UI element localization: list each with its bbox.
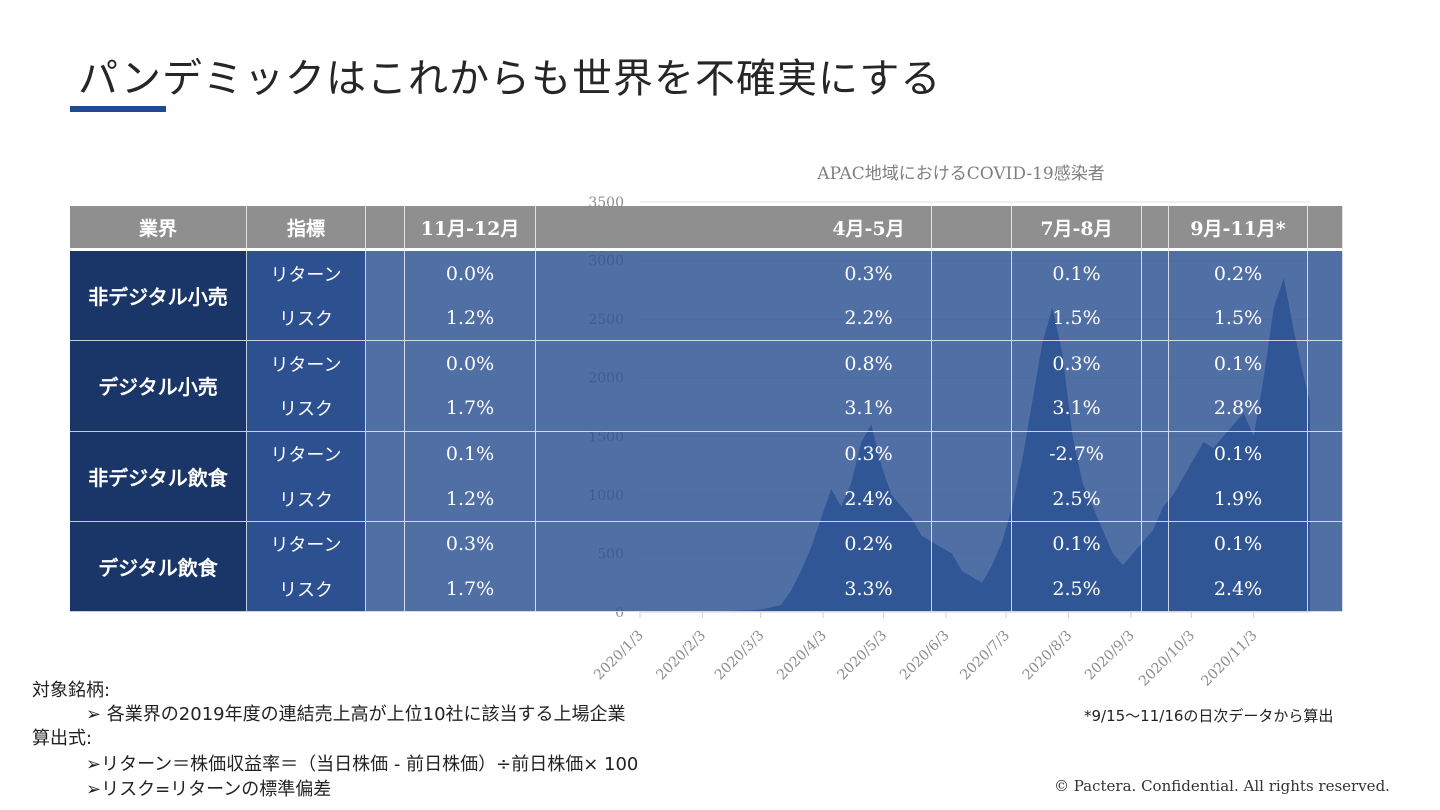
- x-tick-label: 2020/6/3: [897, 628, 953, 684]
- value-cell: 1.5%: [1169, 296, 1308, 342]
- value-cell: 1.2%: [405, 476, 536, 522]
- value-cell: 0.1%: [1169, 521, 1308, 567]
- target-item: ➢ 各業界の2019年度の連結売上高が上位10社に該当する上場企業: [86, 704, 626, 725]
- header-blank: [932, 206, 1012, 251]
- value-cell: 0.1%: [1169, 341, 1308, 387]
- header-metric: 指標: [247, 206, 366, 251]
- formula-risk: ➢リスク=リターンの標準偏差: [86, 779, 332, 800]
- metric-cell: リスク: [247, 296, 366, 342]
- metric-cell: リターン: [247, 521, 366, 567]
- metric-cell: リスク: [247, 476, 366, 522]
- x-tick-label: 2020/7/3: [957, 628, 1013, 684]
- blank-cell: [536, 341, 806, 432]
- x-tick-label: 2020/9/3: [1082, 628, 1138, 684]
- value-cell: 2.4%: [1169, 566, 1308, 612]
- blank-cell: [932, 431, 1012, 522]
- x-tick-label: 2020/2/3: [653, 628, 709, 684]
- value-cell: 0.1%: [1012, 521, 1142, 567]
- value-cell: 1.9%: [1169, 476, 1308, 522]
- value-cell: 0.2%: [1169, 251, 1308, 297]
- value-cell: 1.7%: [405, 566, 536, 612]
- value-cell: 0.1%: [405, 431, 536, 477]
- industry-cell: 非デジタル小売: [70, 251, 247, 342]
- blank-cell: [1308, 521, 1343, 612]
- value-cell: 2.2%: [806, 296, 932, 342]
- value-cell: 2.4%: [806, 476, 932, 522]
- value-cell: 1.7%: [405, 386, 536, 432]
- value-cell: 0.3%: [806, 251, 932, 297]
- blank-cell: [932, 521, 1012, 612]
- blank-cell: [1308, 251, 1343, 342]
- header-blank: [1142, 206, 1169, 251]
- value-cell: 0.1%: [1012, 251, 1142, 297]
- industry-cell: 非デジタル飲食: [70, 431, 247, 522]
- blank-cell: [366, 341, 405, 432]
- metric-cell: リターン: [247, 341, 366, 387]
- blank-cell: [1142, 341, 1169, 432]
- title-accent-bar: [70, 106, 166, 112]
- header-blank: [366, 206, 405, 251]
- value-cell: 0.2%: [806, 521, 932, 567]
- header-period-nov-dec: 11月-12月: [405, 206, 536, 251]
- y-tick-label: 0: [615, 605, 624, 621]
- x-tick-label: 2020/1/3: [591, 628, 647, 684]
- value-cell: 0.3%: [806, 431, 932, 477]
- industry-cell: デジタル飲食: [70, 521, 247, 612]
- header-industry: 業界: [70, 206, 247, 251]
- header-period-apr-may: 4月-5月: [806, 206, 932, 251]
- blank-cell: [536, 521, 806, 612]
- value-cell: 2.8%: [1169, 386, 1308, 432]
- value-cell: -2.7%: [1012, 431, 1142, 477]
- blank-cell: [366, 521, 405, 612]
- value-cell: 1.5%: [1012, 296, 1142, 342]
- value-cell: 0.3%: [405, 521, 536, 567]
- blank-cell: [536, 251, 806, 342]
- header-period-jul-aug: 7月-8月: [1012, 206, 1142, 251]
- blank-cell: [1308, 341, 1343, 432]
- value-cell: 3.1%: [806, 386, 932, 432]
- value-cell: 0.1%: [1169, 431, 1308, 477]
- blank-cell: [366, 431, 405, 522]
- value-cell: 0.3%: [1012, 341, 1142, 387]
- value-cell: 2.5%: [1012, 476, 1142, 522]
- formula-label: 算出式:: [32, 728, 93, 749]
- footnote: *9/15～11/16の日次データから算出: [1084, 707, 1334, 725]
- x-tick-label: 2020/5/3: [834, 628, 890, 684]
- value-cell: 0.8%: [806, 341, 932, 387]
- value-cell: 0.0%: [405, 251, 536, 297]
- copyright: © Pactera. Confidential. All rights rese…: [1054, 777, 1390, 795]
- blank-cell: [932, 251, 1012, 342]
- blank-cell: [536, 431, 806, 522]
- x-tick-label: 2020/3/3: [712, 628, 768, 684]
- value-cell: 3.1%: [1012, 386, 1142, 432]
- metric-cell: リスク: [247, 386, 366, 432]
- x-tick-label: 2020/4/3: [774, 628, 830, 684]
- header-blank: [536, 206, 806, 251]
- value-cell: 0.0%: [405, 341, 536, 387]
- blank-cell: [366, 251, 405, 342]
- chart-title: APAC地域におけるCOVID-19感染者: [816, 164, 1104, 184]
- metric-cell: リスク: [247, 566, 366, 612]
- returns-risk-table: 業界 指標 11月-12月 4月-5月 7月-8月 9月-11月* 非デジタル小売 リターン 0…: [70, 206, 1345, 612]
- blank-cell: [1142, 521, 1169, 612]
- x-axis: 2020/1/3 2020/2/3 2020/3/3 2020/4/3 2020/5/3…: [591, 611, 1310, 690]
- x-tick-label: 2020/10/3: [1136, 628, 1198, 690]
- blank-cell: [932, 341, 1012, 432]
- metric-cell: リターン: [247, 431, 366, 477]
- page-title: パンデミックはこれからも世界を不確実にする: [78, 56, 942, 102]
- value-cell: 1.2%: [405, 296, 536, 342]
- x-tick-label: 2020/11/3: [1198, 628, 1260, 690]
- x-tick-label: 2020/8/3: [1020, 628, 1076, 684]
- header-period-sep-nov: 9月-11月*: [1169, 206, 1308, 251]
- metric-cell: リターン: [247, 251, 366, 297]
- value-cell: 3.3%: [806, 566, 932, 612]
- blank-cell: [1142, 431, 1169, 522]
- blank-cell: [1308, 431, 1343, 522]
- formula-return: ➢リターン＝株価収益率＝（当日株価 - 前日株価）÷前日株価× 100: [86, 754, 639, 775]
- target-label: 対象銘柄:: [32, 680, 111, 701]
- blank-cell: [1142, 251, 1169, 342]
- value-cell: 2.5%: [1012, 566, 1142, 612]
- industry-cell: デジタル小売: [70, 341, 247, 432]
- header-blank: [1308, 206, 1343, 251]
